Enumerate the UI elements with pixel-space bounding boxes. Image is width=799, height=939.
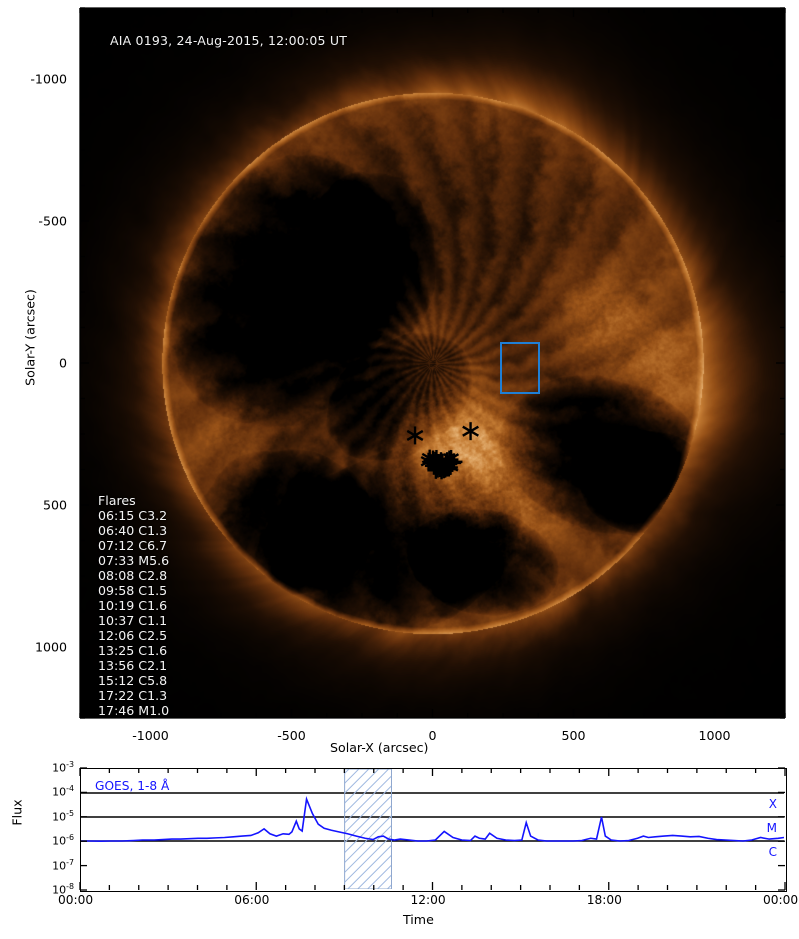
flare-list-item: 08:08 C2.8	[98, 568, 168, 583]
svg-text:500: 500	[43, 498, 67, 513]
flare-marker-asterisk	[442, 457, 459, 475]
flare-list-item: 09:58 C1.5	[98, 583, 168, 598]
flare-list-item: 07:33 M5.6	[98, 553, 170, 568]
flare-marker-plus	[427, 461, 445, 479]
svg-text:500: 500	[561, 728, 585, 743]
goes-y-tick-label: 10-7	[52, 857, 74, 873]
goes-x-tick-label: 00:00	[763, 893, 799, 907]
goes-y-axis-label: Flux	[9, 799, 25, 826]
image-x-axis-label: Solar-X (arcsec)	[330, 740, 429, 755]
goes-x-tick-label: 00:00	[58, 893, 94, 907]
image-panel-axes: -1000 1000 -500 500 0 0 500 -500 1000 -1000	[30, 7, 786, 743]
flare-list-item: 13:25 C1.6	[98, 643, 168, 658]
image-title: AIA 0193, 24-Aug-2015, 12:00:05 UT	[110, 33, 348, 48]
flare-list-item: 10:37 C1.1	[98, 613, 168, 628]
goes-y-tick-label: 10-8	[52, 882, 74, 897]
goes-series-label: GOES, 1-8 Å	[95, 779, 170, 793]
goes-x-axis-label: Time	[403, 912, 434, 927]
goes-x-tick-label: 06:00	[234, 893, 270, 907]
svg-text:-500: -500	[38, 214, 67, 229]
flare-list-item: 10:19 C1.6	[98, 598, 168, 613]
svg-text:1000: 1000	[35, 640, 67, 655]
goes-x-tick-label: 18:00	[586, 893, 622, 907]
svg-text:0: 0	[59, 356, 67, 371]
svg-text:-1000: -1000	[30, 72, 67, 87]
flare-marker-asterisk	[420, 452, 437, 470]
flare-list-item: 12:06 C2.5	[98, 628, 168, 643]
goes-class-label-x: X	[768, 796, 777, 811]
goes-class-label-m: M	[766, 821, 777, 835]
flare-marker-asterisk	[462, 422, 479, 441]
flare-list-item: 13:56 C2.1	[98, 658, 168, 673]
flare-list-heading: Flares	[98, 493, 136, 508]
svg-text:0: 0	[428, 728, 436, 743]
region-of-interest-box[interactable]	[500, 342, 540, 394]
solar-image-panel: AIA 0193, 24-Aug-2015, 12:00:05 UT Flare…	[80, 8, 785, 718]
goes-flux-curve	[81, 795, 784, 843]
flare-list: Flares 06:15 C3.2 06:40 C1.3 07:12 C6.7 07:3…	[98, 493, 169, 718]
goes-x-tick-label: 12:00	[410, 893, 446, 907]
flare-location-markers	[406, 422, 479, 480]
goes-flux-plot: GOES, 1-8 Å	[80, 768, 787, 892]
flare-list-item: 17:46 M1.0	[98, 703, 170, 718]
image-y-axis-label: Solar-Y (arcsec)	[22, 289, 38, 386]
svg-text:1000: 1000	[698, 728, 730, 743]
flare-list-item: 06:40 C1.3	[98, 523, 168, 538]
svg-text:-1000: -1000	[132, 728, 169, 743]
flare-list-item: 17:22 C1.3	[98, 688, 168, 703]
flare-marker-asterisk	[406, 426, 424, 445]
goes-panel-axes	[79, 767, 786, 891]
svg-text:-500: -500	[277, 728, 306, 743]
goes-class-label-c: C	[768, 845, 777, 860]
goes-y-tick-label: 10-6	[52, 833, 74, 848]
goes-y-tick-label: 10-3	[52, 760, 74, 775]
time-selection-band[interactable]	[344, 769, 392, 889]
goes-y-tick-label: 10-4	[52, 784, 74, 800]
flare-list-item: 07:12 C6.7	[98, 538, 168, 553]
aia-193-solar-disk-image	[80, 8, 785, 718]
flare-list-item: 06:15 C3.2	[98, 508, 168, 523]
goes-y-tick-label: 10-5	[52, 808, 74, 824]
flare-list-item: 15:12 C5.8	[98, 673, 168, 688]
